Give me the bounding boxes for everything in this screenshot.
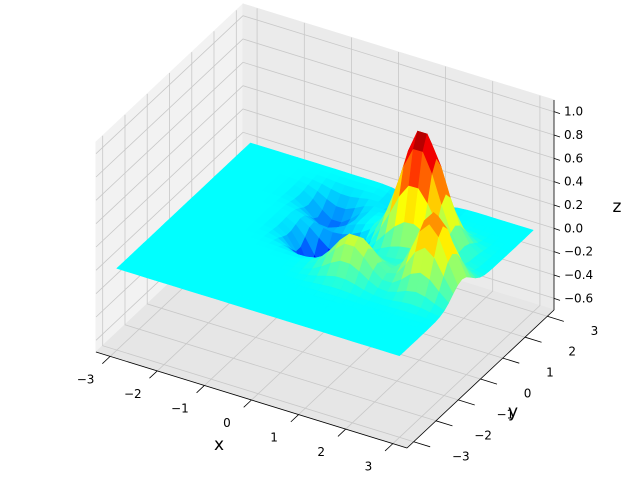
grid-line-z [95,108,555,248]
y-tick-label: 3 [591,324,599,338]
y-tick-mark [458,399,475,406]
y-tick-label: 1 [546,366,554,380]
z-tick-mark [553,134,561,138]
z-tick-label: 0.2 [564,198,583,212]
grid-line-z [95,61,555,201]
y-tick-label: −2 [474,428,492,442]
y-tick-mark [502,357,520,364]
grid-line-z [95,38,555,178]
x-tick-label: 2 [317,445,325,459]
y-tick-mark [435,420,453,427]
y-axis-label: y [508,402,518,422]
y-tick-label: −3 [452,449,470,463]
z-tick-mark [553,227,561,231]
x-tick-label: −2 [124,387,142,401]
z-tick-mark [553,111,561,115]
z-tick-mark [553,204,561,208]
z-axis-label: z [613,197,622,217]
surface-face [389,348,405,357]
x-tick-mark [290,414,299,423]
x-tick-mark [196,385,205,394]
z-tick-mark [553,181,561,185]
y-tick-mark [547,315,564,322]
z-tick-mark [553,251,561,255]
z-tick-label: 1.0 [564,105,583,119]
y-tick-label: 2 [568,345,576,359]
surface-mesh [116,130,534,357]
x-tick-mark [149,370,158,379]
grid-line-z [95,131,555,271]
z-tick-mark [553,274,561,278]
x-tick-mark [384,443,394,452]
z-tick-label: −0.2 [564,245,593,259]
grid-line-y [102,135,414,443]
x-tick-label: 3 [365,460,373,474]
grid-line-y [146,93,459,401]
grid-line-x [345,81,494,430]
grid-line-z [95,85,555,224]
x-tick-label: 1 [270,431,278,445]
x-axis-label: x [214,435,224,455]
z-tick-label: −0.6 [564,291,593,305]
grid-line-z [95,15,555,154]
z-tick-label: 0.0 [564,221,583,235]
y-tick-mark [413,441,431,448]
z-tick-label: 0.4 [564,175,583,189]
x-tick-mark [337,428,347,437]
y-tick-label: −1 [496,408,514,422]
x-tick-label: −3 [77,372,95,386]
grid-line-y [124,114,437,422]
grid-line-x [392,95,541,444]
x-tick-label: 0 [223,416,231,430]
z-tick-label: 0.8 [564,128,583,142]
y-tick-mark [480,378,498,385]
x-tick-label: −1 [171,402,189,416]
z-tick-mark [553,157,561,161]
y-tick-label: 0 [524,387,532,401]
x-tick-mark [102,356,111,364]
x-tick-mark [243,399,252,408]
y-tick-mark [524,336,542,343]
z-tick-label: 0.6 [564,151,583,165]
z-tick-label: −0.4 [564,268,593,282]
z-tick-mark [553,297,561,301]
tick-labels: −3−2−10123−3−2−10123−0.6−0.4−0.20.00.20.… [77,105,598,474]
